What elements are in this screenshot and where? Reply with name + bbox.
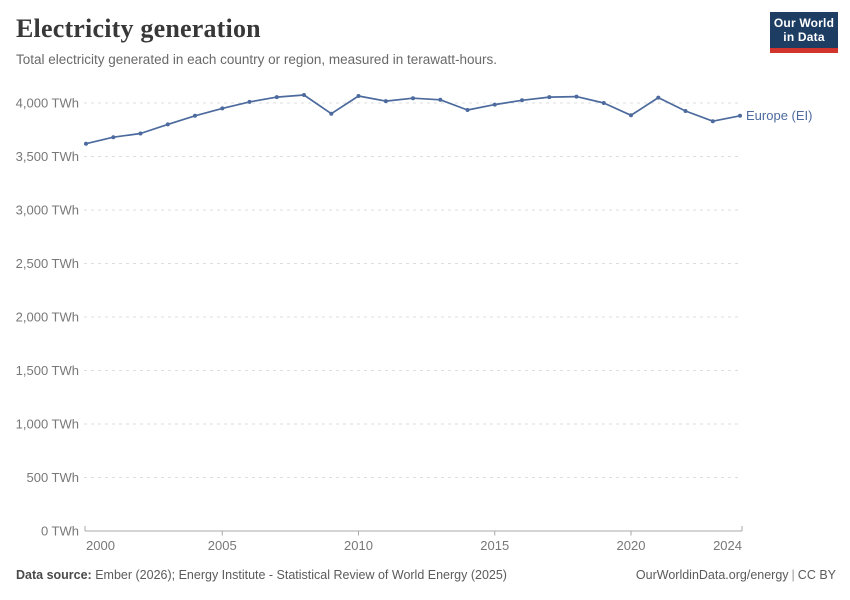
y-tick-label: 3,000 TWh xyxy=(16,203,79,218)
data-point[interactable] xyxy=(656,95,661,100)
chart-subtitle: Total electricity generated in each coun… xyxy=(16,52,497,67)
data-source-text: Ember (2026); Energy Institute - Statist… xyxy=(95,568,507,582)
data-point[interactable] xyxy=(165,122,170,127)
data-point[interactable] xyxy=(356,94,361,98)
data-point[interactable] xyxy=(574,94,579,99)
x-tick-label: 2010 xyxy=(344,538,373,553)
x-tick-label: 2020 xyxy=(617,538,646,553)
owid-logo-line2: in Data xyxy=(783,30,825,44)
y-tick-label: 500 TWh xyxy=(26,470,79,485)
data-point[interactable] xyxy=(492,102,497,107)
data-point[interactable] xyxy=(274,95,279,100)
data-point[interactable] xyxy=(111,135,116,140)
series-label-europe[interactable]: Europe (EI) xyxy=(746,107,813,123)
data-point[interactable] xyxy=(383,99,388,104)
data-point[interactable] xyxy=(520,98,524,103)
x-tick-label: 2024 xyxy=(713,538,742,553)
y-tick-label: 4,000 TWh xyxy=(16,96,79,111)
data-point[interactable] xyxy=(683,109,688,113)
data-point[interactable] xyxy=(710,119,715,124)
data-point[interactable] xyxy=(547,95,552,100)
data-point[interactable] xyxy=(738,113,742,118)
data-point[interactable] xyxy=(84,141,88,146)
page-title: Electricity generation xyxy=(16,14,261,43)
y-tick-label: 3,500 TWh xyxy=(16,149,79,164)
data-line[interactable] xyxy=(85,94,741,145)
chart-footer: Data source: Ember (2026); Energy Instit… xyxy=(16,568,836,582)
license-label: CC BY xyxy=(797,568,836,582)
data-point[interactable] xyxy=(465,108,470,112)
owid-logo-line1: Our World xyxy=(773,15,835,30)
x-tick-label: 2015 xyxy=(480,538,509,553)
data-point[interactable] xyxy=(247,99,252,104)
x-tick-label: 2000 xyxy=(86,538,115,553)
data-point[interactable] xyxy=(629,113,633,118)
credit-separator: | xyxy=(791,568,795,582)
owid-logo[interactable]: Our World in Data xyxy=(770,12,838,53)
x-tick-label: 2005 xyxy=(208,538,237,553)
data-point[interactable] xyxy=(302,93,306,97)
data-point[interactable] xyxy=(438,97,443,102)
data-source: Data source: Ember (2026); Energy Instit… xyxy=(16,568,507,582)
data-source-label: Data source: xyxy=(16,568,92,582)
y-tick-label: 0 TWh xyxy=(41,524,79,539)
y-tick-label: 1,500 TWh xyxy=(16,363,79,378)
data-point[interactable] xyxy=(601,101,606,105)
y-tick-label: 1,000 TWh xyxy=(16,417,79,432)
data-point[interactable] xyxy=(138,131,143,136)
y-tick-label: 2,000 TWh xyxy=(16,310,79,325)
data-point[interactable] xyxy=(329,111,334,116)
owid-url: OurWorldinData.org/energy xyxy=(635,568,789,582)
y-tick-label: 2,500 TWh xyxy=(16,256,79,271)
data-point[interactable] xyxy=(411,96,415,101)
data-point[interactable] xyxy=(193,113,197,118)
credit-line: OurWorldinData.org/energy | CC BY xyxy=(636,568,836,582)
data-point[interactable] xyxy=(220,106,225,111)
